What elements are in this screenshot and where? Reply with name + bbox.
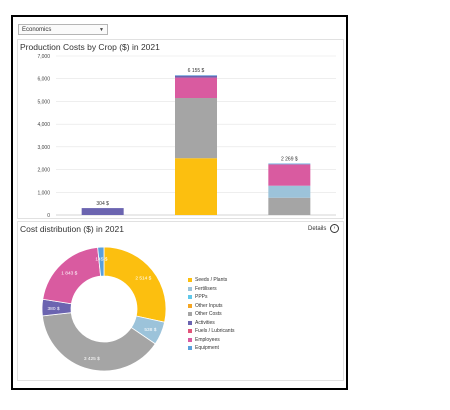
legend-label: Fertilisers [195, 285, 217, 292]
details-link[interactable]: Details › [308, 224, 339, 233]
chevron-down-icon: ▼ [99, 27, 104, 33]
donut-slice [41, 312, 156, 372]
y-tick-label: 0 [47, 213, 50, 218]
donut-hole [71, 276, 137, 342]
donut-slice-label: 538 $ [144, 327, 156, 333]
bar-total-label: 6 155 $ [188, 68, 205, 74]
bar-segment [268, 163, 311, 165]
bar-segment [268, 197, 311, 215]
bar-chart-panel: Production Costs by Crop ($) in 2021 0 1,… [17, 39, 344, 219]
legend-item[interactable]: PPPs [188, 293, 234, 302]
bar-chart: 0 1,000 2,000 3,000 4,000 5,000 6,000 7,000 304 … [37, 54, 336, 218]
y-tick-label: 2,000 [37, 168, 50, 174]
legend-item[interactable]: Fertilisers [188, 285, 234, 294]
bar-segment [268, 164, 311, 186]
donut-slice-label: 145 $ [95, 257, 107, 263]
legend-label: Seeds / Plants [195, 277, 228, 284]
bar-segment [175, 77, 217, 99]
module-select-value: Economics [22, 27, 52, 33]
legend-item[interactable]: Activities [188, 319, 234, 328]
legend-item[interactable]: Employees [188, 336, 234, 345]
y-tick-label: 5,000 [37, 99, 50, 105]
legend-swatch [188, 278, 192, 283]
y-tick-label: 7,000 [37, 54, 50, 60]
bar-total-label: 304 $ [96, 201, 109, 207]
donut-chart-title: Cost distribution ($) in 2021 [20, 224, 124, 234]
economics-frame: Economics ▼ Production Costs by Crop ($)… [11, 15, 348, 390]
module-select[interactable]: Economics ▼ [18, 24, 108, 35]
y-tick-label: 1,000 [37, 190, 50, 196]
legend-label: Fuels / Lubricants [195, 328, 235, 335]
legend-swatch [188, 303, 192, 308]
legend-label: Equipment [195, 345, 219, 352]
legend-item[interactable]: Equipment [188, 344, 234, 353]
donut-slice [97, 246, 105, 277]
bar-segment [175, 158, 217, 215]
bar-total-label: 2 269 $ [281, 156, 298, 162]
legend-swatch [188, 312, 192, 317]
bar-segment [268, 185, 311, 198]
bar-chart-title: Production Costs by Crop ($) in 2021 [20, 42, 160, 52]
bar-segment [175, 98, 217, 159]
legend-label: PPPs [195, 294, 208, 301]
donut-chart-panel: Cost distribution ($) in 2021 Details › … [17, 221, 344, 381]
legend-item[interactable]: Fuels / Lubricants [188, 327, 234, 336]
donut-slice-label: 1 843 $ [61, 270, 77, 276]
bar-segment [175, 75, 217, 78]
y-tick-label: 6,000 [37, 77, 50, 83]
legend-label: Other Inputs [195, 302, 223, 309]
bar-segment [175, 75, 217, 76]
legend-label: Other Costs [195, 311, 222, 318]
donut-slice-label: 380 $ [48, 306, 60, 312]
donut-legend: Seeds / Plants Fertilisers PPPs Other Input… [188, 276, 234, 353]
details-label: Details [307, 226, 327, 233]
donut-slice-label: 2 514 $ [135, 275, 151, 281]
arrow-right-circle-icon: › [330, 224, 339, 233]
legend-swatch [188, 295, 192, 300]
legend-swatch [188, 286, 192, 291]
legend-swatch [188, 337, 192, 342]
legend-label: Employees [195, 336, 220, 343]
legend-swatch [188, 320, 192, 325]
legend-swatch [188, 329, 192, 334]
legend-item[interactable]: Seeds / Plants [188, 276, 234, 285]
legend-label: Activities [195, 319, 215, 326]
legend-item[interactable]: Other Inputs [188, 302, 234, 311]
bar-segment [81, 208, 124, 215]
legend-swatch [188, 346, 192, 351]
y-tick-label: 4,000 [37, 122, 50, 128]
donut-chart: 2 514 $ 538 $ 3 425 $ 380 $ 1 843 $ 145 $ [41, 246, 167, 372]
donut-slice-label: 3 425 $ [84, 356, 100, 362]
y-tick-label: 3,000 [37, 145, 50, 151]
legend-item[interactable]: Other Costs [188, 310, 234, 319]
